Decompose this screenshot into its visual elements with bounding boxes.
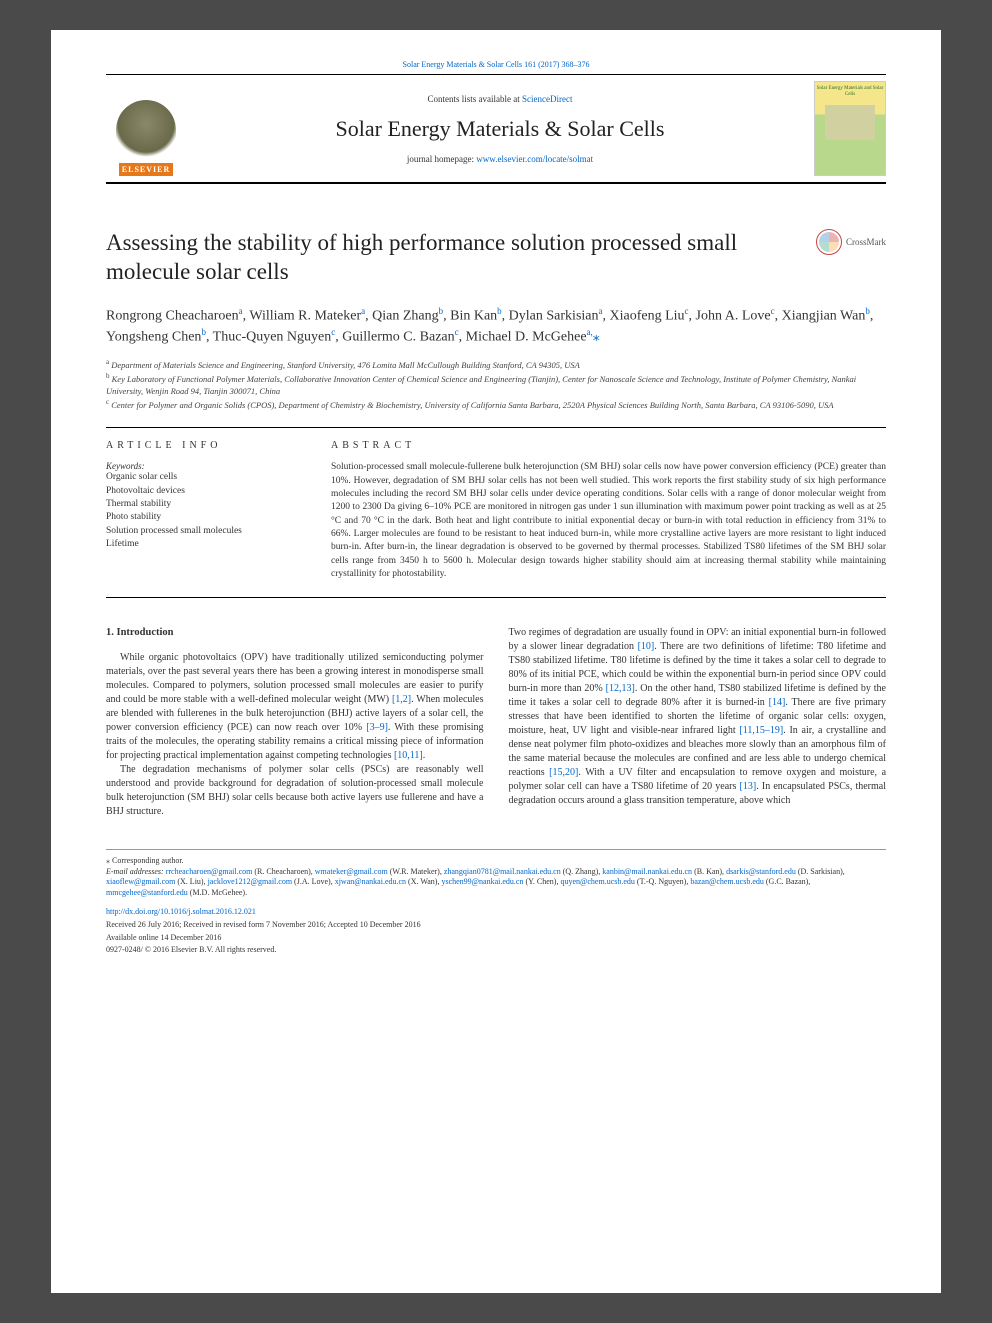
section-heading: 1. Introduction	[106, 626, 484, 641]
journal-header-box: ELSEVIER Contents lists available at Sci…	[106, 74, 886, 184]
divider	[106, 427, 886, 428]
elsevier-tree-icon	[116, 100, 176, 160]
footer: ⁎ Corresponding author. E-mail addresses…	[106, 849, 886, 956]
copyright-line: 0927-0248/ © 2016 Elsevier B.V. All righ…	[106, 945, 886, 956]
body-left-column: 1. Introduction While organic photovolta…	[106, 626, 484, 819]
homepage-line: journal homepage: www.elsevier.com/locat…	[186, 154, 814, 164]
crossmark-icon	[816, 229, 842, 255]
body-two-column: 1. Introduction While organic photovolta…	[106, 626, 886, 819]
article-header: Assessing the stability of high performa…	[106, 229, 886, 287]
contents-line: Contents lists available at ScienceDirec…	[186, 94, 814, 104]
journal-name: Solar Energy Materials & Solar Cells	[186, 116, 814, 142]
affiliation-item: a Department of Materials Science and En…	[106, 358, 886, 372]
body-right-column: Two regimes of degradation are usually f…	[509, 626, 887, 819]
keyword-item: Organic solar cells	[106, 471, 301, 484]
page-container: Solar Energy Materials & Solar Cells 161…	[51, 30, 941, 1293]
article-info-label: ARTICLE INFO	[106, 440, 301, 451]
crossmark-badge[interactable]: CrossMark	[816, 229, 886, 255]
citation-header: Solar Energy Materials & Solar Cells 161…	[106, 60, 886, 69]
emails-list: rrcheacharoen@gmail.com (R. Cheacharoen)…	[106, 867, 845, 898]
header-center: Contents lists available at ScienceDirec…	[186, 94, 814, 164]
journal-cover-thumbnail[interactable]: Solar Energy Materials and Solar Cells	[814, 81, 886, 176]
email-addresses: E-mail addresses: rrcheacharoen@gmail.co…	[106, 867, 886, 899]
corresponding-author-note: ⁎ Corresponding author.	[106, 856, 886, 867]
affiliations-list: a Department of Materials Science and En…	[106, 358, 886, 411]
homepage-prefix: journal homepage:	[407, 154, 476, 164]
keyword-item: Solution processed small molecules	[106, 525, 301, 538]
body-paragraph: Two regimes of degradation are usually f…	[509, 626, 887, 808]
publisher-name: ELSEVIER	[119, 163, 173, 176]
cover-image-icon	[825, 105, 875, 140]
affiliation-item: b Key Laboratory of Functional Polymer M…	[106, 372, 886, 398]
body-paragraph: The degradation mechanisms of polymer so…	[106, 763, 484, 819]
abstract-text: Solution-processed small molecule-fuller…	[331, 461, 886, 581]
article-title: Assessing the stability of high performa…	[106, 229, 769, 287]
publisher-logo[interactable]: ELSEVIER	[106, 81, 186, 176]
keyword-item: Lifetime	[106, 538, 301, 551]
keyword-item: Photovoltaic devices	[106, 485, 301, 498]
cover-title: Solar Energy Materials and Solar Cells	[815, 86, 885, 97]
homepage-link[interactable]: www.elsevier.com/locate/solmat	[476, 154, 593, 164]
body-paragraph: While organic photovoltaics (OPV) have t…	[106, 651, 484, 763]
abstract-label: ABSTRACT	[331, 440, 886, 451]
article-info-column: ARTICLE INFO Keywords: Organic solar cel…	[106, 440, 301, 581]
keywords-list: Organic solar cells Photovoltaic devices…	[106, 471, 301, 551]
keyword-item: Thermal stability	[106, 498, 301, 511]
abstract-column: ABSTRACT Solution-processed small molecu…	[331, 440, 886, 581]
email-label: E-mail addresses:	[106, 867, 166, 876]
available-date: Available online 14 December 2016	[106, 933, 886, 944]
keyword-item: Photo stability	[106, 511, 301, 524]
crossmark-label: CrossMark	[846, 237, 886, 247]
contents-prefix: Contents lists available at	[428, 94, 522, 104]
affiliation-item: c Center for Polymer and Organic Solids …	[106, 398, 886, 412]
keywords-label: Keywords:	[106, 461, 301, 471]
divider	[106, 597, 886, 598]
authors-list: Rongrong Cheacharoena, William R. Mateke…	[106, 305, 886, 349]
info-abstract-row: ARTICLE INFO Keywords: Organic solar cel…	[106, 440, 886, 581]
doi-link[interactable]: http://dx.doi.org/10.1016/j.solmat.2016.…	[106, 907, 886, 918]
received-dates: Received 26 July 2016; Received in revis…	[106, 920, 886, 931]
sciencedirect-link[interactable]: ScienceDirect	[522, 94, 572, 104]
